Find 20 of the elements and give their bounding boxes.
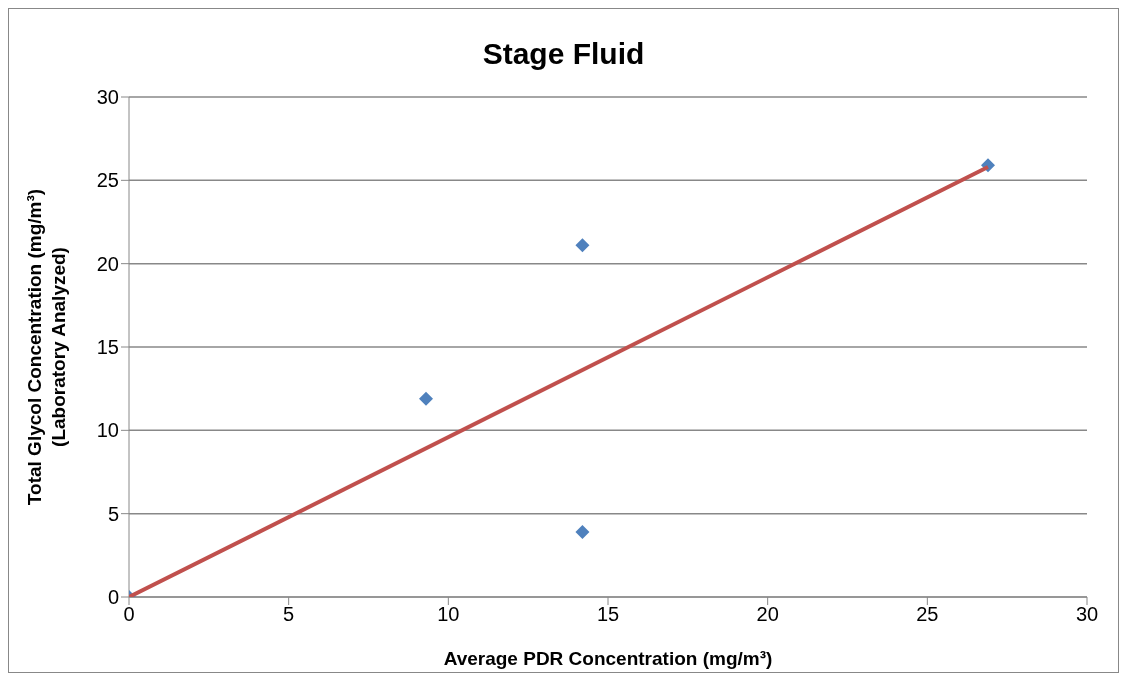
x-axis-title: Average PDR Concentration (mg/m³) [443, 648, 773, 669]
y-tick-label: 0 [107, 586, 119, 609]
point [575, 525, 590, 539]
y-tick-label: 10 [96, 419, 119, 442]
x-tick-label: 10 [437, 603, 460, 626]
y-tick-label: 30 [96, 86, 119, 109]
x-tick-label: 15 [596, 603, 620, 626]
point [418, 391, 433, 406]
x-tick-label: 25 [916, 603, 939, 626]
y-tick-label: 20 [96, 252, 119, 275]
x-tick-label: 20 [756, 603, 779, 626]
x-tick-label: 0 [123, 603, 135, 626]
y-tick-label: 25 [96, 169, 119, 192]
y-axis-title: Total Glycol Concentration (mg/m³) (Laboratory Analyzed) [24, 188, 69, 506]
x-tick-label: 5 [283, 603, 295, 626]
x-tick-label: 30 [1075, 603, 1099, 626]
y-tick-label: 5 [107, 502, 119, 525]
chart-title: Stage Fluid [481, 37, 646, 72]
point [575, 238, 590, 253]
y-tick-label: 15 [96, 336, 119, 359]
